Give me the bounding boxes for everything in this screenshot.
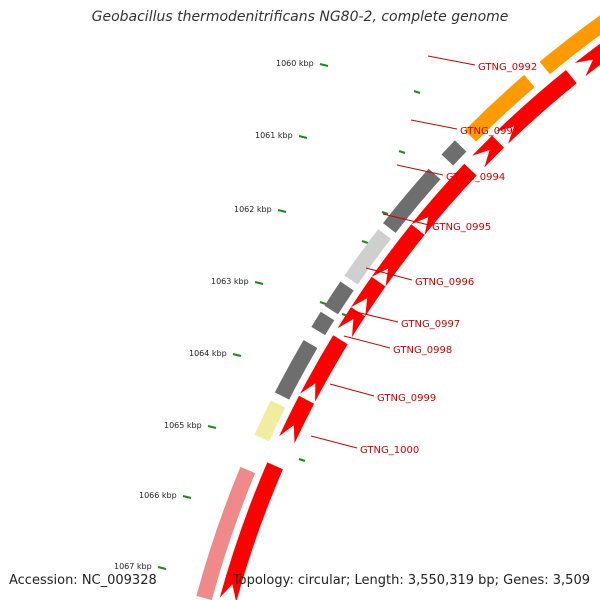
gene-category-block [324,281,354,315]
scale-label: 1066 kbp [139,491,177,500]
map-title: Geobacillus thermodenitrificans NG80-2, … [91,9,509,25]
forward-gene-arrow [279,395,315,444]
category-track [196,15,600,600]
scale-label: 1061 kbp [255,131,293,140]
gene-label: GTNG_0994 [446,172,505,183]
label-leader-line [343,335,391,349]
gene-label: GTNG_0992 [478,62,537,73]
label-leader-line [382,213,430,226]
scale-label: 1063 kbp [211,277,249,286]
position-tick [319,301,327,305]
scale-tick [254,281,264,285]
gene-category-block [464,74,535,142]
scale-tick [207,425,217,429]
position-tick [361,240,369,244]
gene-label: GTNG_0997 [401,319,460,330]
label-leader-line [365,267,413,281]
gene-label: GTNG_0993 [460,126,519,137]
topology-text: Topology: circular; Length: 3,550,319 bp… [232,573,590,588]
forward-gene-arrow [574,43,600,77]
scale-label: 1064 kbp [189,349,227,358]
forward-gene-arrow [219,462,283,600]
position-tick [298,458,306,462]
gene-label: GTNG_0995 [432,222,491,233]
position-ticks [298,90,421,462]
scale-tick [182,495,192,499]
forward-gene-track [219,43,600,600]
label-leader-line [351,310,399,323]
forward-gene-arrow [300,335,348,402]
scale-tick [298,135,308,139]
label-leader-line [410,119,458,130]
forward-gene-arrow [496,70,577,144]
scale-label: 1060 kbp [276,59,314,68]
scale-tick [277,209,287,213]
forward-gene-arrow [337,307,366,338]
gene-label: GTNG_1000 [360,445,419,456]
scale-label: 1065 kbp [164,421,202,430]
scale-label: 1067 kbp [114,562,152,571]
forward-gene-arrow [472,135,504,168]
gene-category-block [539,15,600,75]
forward-gene-arrow [411,163,477,235]
forward-gene-arrow [371,224,425,287]
label-leader-line [396,164,444,176]
scale-tick [157,566,167,570]
position-tick [398,150,406,154]
gene-label: GTNG_0996 [415,277,474,288]
gene-category-block [383,168,441,233]
accession-text: Accession: NC_009328 [9,573,157,588]
gene-category-block [254,400,286,442]
label-leader-line [329,383,375,397]
scale-labels: 1060 kbp 1061 kbp 1062 kbp 1063 kbp 1064 kbp… [114,59,329,571]
forward-gene-arrow [351,276,386,317]
position-tick [381,211,389,215]
label-leader-line [427,55,476,66]
scale-tick [319,63,329,67]
gene-category-block [441,140,467,166]
gene-category-block [274,340,318,400]
position-tick [413,90,421,94]
scale-label: 1062 kbp [234,205,272,214]
gene-category-block [344,229,391,285]
label-leaders [310,55,476,449]
scale-tick [232,353,242,357]
gene-label: GTNG_0999 [377,393,436,404]
gene-category-block [311,311,335,336]
gene-category-block [196,466,256,600]
gene-labels: GTNG_0992 GTNG_0993 GTNG_0994 GTNG_0995 GTNG… [360,62,537,456]
label-leader-line [310,435,358,449]
gene-label: GTNG_0998 [393,345,452,356]
